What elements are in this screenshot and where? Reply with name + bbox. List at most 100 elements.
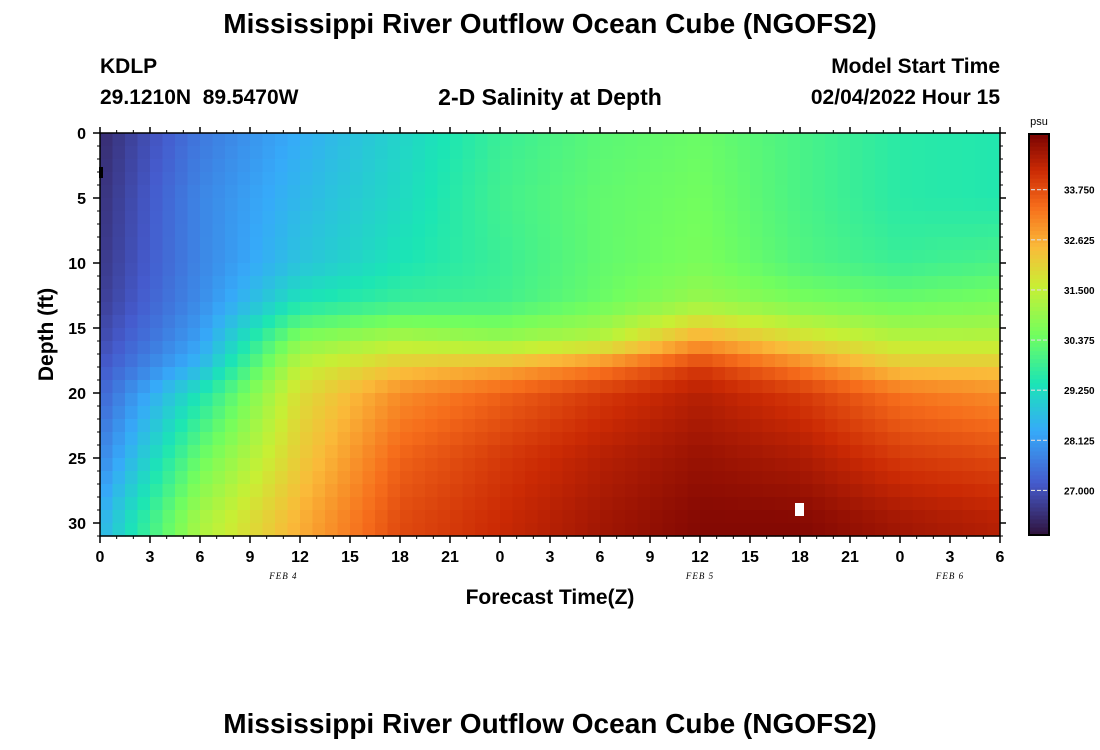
heatmap-cell bbox=[237, 250, 251, 264]
heatmap-cell bbox=[575, 484, 589, 498]
heatmap-cell bbox=[712, 354, 726, 368]
colorbar-segment bbox=[1029, 186, 1049, 191]
heatmap-cell bbox=[625, 432, 639, 446]
heatmap-cell bbox=[187, 250, 201, 264]
heatmap-cell bbox=[825, 471, 839, 485]
heatmap-cell bbox=[375, 263, 389, 277]
heatmap-cell bbox=[950, 198, 964, 212]
heatmap-cell bbox=[675, 302, 689, 316]
heatmap-cell bbox=[950, 315, 964, 329]
heatmap-cell bbox=[975, 237, 989, 251]
heatmap-cell bbox=[275, 250, 289, 264]
heatmap-cell bbox=[237, 497, 251, 511]
heatmap-cell bbox=[700, 315, 714, 329]
heatmap-cell bbox=[337, 315, 351, 329]
heatmap-cell bbox=[637, 497, 651, 511]
colorbar-segment bbox=[1029, 198, 1049, 203]
heatmap-cell bbox=[250, 185, 264, 199]
heatmap-cell bbox=[862, 471, 876, 485]
heatmap-cell bbox=[862, 393, 876, 407]
heatmap-cell bbox=[425, 406, 439, 420]
heatmap-cell bbox=[300, 328, 314, 342]
heatmap-cell bbox=[925, 523, 939, 537]
heatmap-cell bbox=[287, 380, 301, 394]
heatmap-cell bbox=[225, 159, 239, 173]
heatmap-cell bbox=[475, 354, 489, 368]
heatmap-cell bbox=[412, 393, 426, 407]
heatmap-cell bbox=[175, 445, 189, 459]
heatmap-cell bbox=[525, 471, 539, 485]
heatmap-cell bbox=[162, 289, 176, 303]
heatmap-cell bbox=[212, 380, 226, 394]
colorbar-segment bbox=[1029, 242, 1049, 247]
heatmap-cell bbox=[337, 419, 351, 433]
heatmap-cell bbox=[462, 432, 476, 446]
heatmap-cell bbox=[487, 406, 501, 420]
heatmap-cell bbox=[637, 328, 651, 342]
heatmap-cell bbox=[700, 224, 714, 238]
heatmap-cell bbox=[437, 471, 451, 485]
heatmap-cell bbox=[387, 484, 401, 498]
heatmap-cell bbox=[662, 133, 676, 147]
heatmap-cell bbox=[137, 237, 151, 251]
heatmap-cell bbox=[312, 510, 326, 524]
heatmap-cell bbox=[350, 380, 364, 394]
x-tick-label: 21 bbox=[841, 549, 859, 566]
heatmap-cell bbox=[150, 354, 164, 368]
heatmap-cell bbox=[300, 380, 314, 394]
heatmap-cell bbox=[525, 172, 539, 186]
heatmap-cell bbox=[200, 224, 214, 238]
heatmap-cell bbox=[562, 367, 576, 381]
heatmap-cell bbox=[925, 172, 939, 186]
heatmap-cell bbox=[700, 471, 714, 485]
heatmap-cell bbox=[162, 497, 176, 511]
heatmap-cell bbox=[225, 497, 239, 511]
heatmap-cell bbox=[212, 172, 226, 186]
heatmap-cell bbox=[212, 419, 226, 433]
heatmap-cell bbox=[912, 354, 926, 368]
heatmap-cell bbox=[550, 393, 564, 407]
colorbar-segment bbox=[1029, 166, 1049, 171]
heatmap-cell bbox=[125, 497, 139, 511]
heatmap-cell bbox=[100, 315, 114, 329]
heatmap-cell bbox=[337, 250, 351, 264]
heatmap-cell bbox=[350, 458, 364, 472]
colorbar-segment bbox=[1029, 474, 1049, 480]
heatmap-cell bbox=[787, 224, 801, 238]
heatmap-cell bbox=[225, 458, 239, 472]
heatmap-cell bbox=[175, 198, 189, 212]
heatmap-cell bbox=[762, 458, 776, 472]
heatmap-cell bbox=[537, 302, 551, 316]
heatmap-cell bbox=[237, 458, 251, 472]
heatmap-cell bbox=[487, 380, 501, 394]
heatmap-cell bbox=[200, 302, 214, 316]
heatmap-cell bbox=[587, 146, 601, 160]
heatmap-cell bbox=[887, 315, 901, 329]
heatmap-cell bbox=[637, 185, 651, 199]
heatmap-cell bbox=[850, 458, 864, 472]
colorbar-segment bbox=[1029, 170, 1049, 175]
heatmap-cell bbox=[800, 146, 814, 160]
heatmap-cell bbox=[750, 380, 764, 394]
heatmap-cell bbox=[900, 328, 914, 342]
heatmap-cell bbox=[550, 523, 564, 537]
heatmap-cell bbox=[537, 393, 551, 407]
heatmap-cell bbox=[112, 393, 126, 407]
heatmap-cell bbox=[925, 198, 939, 212]
heatmap-cell bbox=[687, 484, 701, 498]
heatmap-cell bbox=[712, 484, 726, 498]
heatmap-cell bbox=[750, 510, 764, 524]
heatmap-cell bbox=[862, 484, 876, 498]
heatmap-cell bbox=[175, 159, 189, 173]
heatmap-cell bbox=[800, 315, 814, 329]
heatmap-cell bbox=[700, 432, 714, 446]
heatmap-cell bbox=[725, 211, 739, 225]
colorbar-segment bbox=[1029, 226, 1049, 231]
heatmap-cell bbox=[125, 159, 139, 173]
heatmap-cell bbox=[812, 276, 826, 290]
heatmap-cell bbox=[487, 432, 501, 446]
heatmap-cell bbox=[862, 133, 876, 147]
heatmap-cell bbox=[275, 497, 289, 511]
heatmap-cell bbox=[662, 198, 676, 212]
heatmap-cell bbox=[137, 276, 151, 290]
